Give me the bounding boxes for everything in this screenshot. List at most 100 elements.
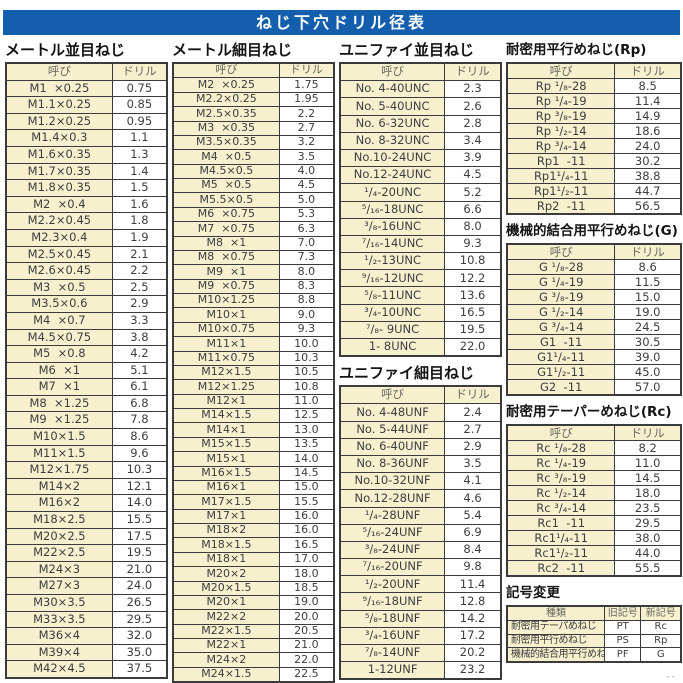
drill-cell: 3.5 [278,149,335,165]
drill-cell: 56.5 [614,198,682,215]
column-header-drill: ドリル [614,424,682,441]
drill-cell: 4.0 [278,163,335,180]
thread-name-cell: ⁷/₁₆-20UNF [339,558,446,577]
drill-cell: 21.0 [111,560,168,579]
table-row: M20×2.5 17.5 [5,527,168,546]
thread-name-cell: ³/₄-16UNF [339,626,446,646]
thread-name-cell: M4.5×0.75 [5,328,113,347]
header-row: 呼び ドリル [5,62,168,81]
thread-name-cell: M10×1.25 [172,292,280,309]
table-row: ¹/₂-13UNC 10.8 [339,252,502,271]
table-row: ⁵/₁₆-24UNF 6.9 [339,523,502,542]
table-row: M33×3.5 29.5 [5,610,168,629]
thread-name-cell: No.12-24UNC [339,166,446,185]
drill-cell: 30.5 [614,334,682,350]
column-header-drill: ドリル [278,62,335,79]
thread-name-cell: Rc ³/₈-19 [506,470,616,486]
header-row: 呼び ドリル [172,62,335,79]
thread-name-cell: M6 ×0.75 [172,206,280,223]
table-row: M3 ×0.5 2.5 [5,278,168,297]
rp-thread-table: 呼び ドリル Rp ¹/₈-28 8.5 Rp ¹/₄-19 11.4 Rp ³/₈-1… [506,62,682,215]
table-row: 1-12UNF 23.2 [339,661,502,680]
old-symbol-cell: PT [603,619,642,635]
drill-cell: 6.9 [444,523,502,542]
thread-name-cell: M6 ×1 [5,361,113,380]
drill-cell: 3.9 [444,148,502,168]
table-row: M30×3.5 26.5 [5,594,168,612]
drill-cell: 10.5 [278,364,335,381]
drill-cell: 16.5 [444,303,502,322]
table-row: M11×1 10.0 [172,336,335,352]
table-row: G ³/₈-19 15.0 [506,289,682,305]
table-row: M14×2 12.1 [5,477,168,496]
drill-cell: 22.0 [444,338,502,357]
thread-name-cell: ⁹/₁₆-12UNC [339,269,446,288]
table-row: M22×2 20.0 [172,609,335,625]
table-row: Rc ³/₄-14 23.5 [506,500,682,516]
table-row: M24×2 22.0 [172,652,335,668]
thread-name-cell: Rp1¹/₄-11 [506,168,616,184]
thread-name-cell: M2.5×0.35 [172,106,280,122]
header-row: 呼び ドリル [339,62,502,82]
drill-cell: 45.0 [614,364,682,380]
thread-name-cell: M1.1×0.25 [5,96,113,114]
drill-cell: 3.8 [111,328,168,347]
drill-cell: 1.8 [111,212,168,230]
thread-name-cell: M33×3.5 [5,610,113,629]
thread-name-cell: M27×3 [5,577,113,595]
table-row: Rp ¹/₄-19 11.4 [506,93,682,109]
thread-name-cell: M7 ×0.75 [172,221,280,237]
drill-cell: 24.0 [111,577,168,595]
table-row: No. 5-44UNF 2.7 [339,420,502,439]
thread-name-cell: M2.5×0.45 [5,245,113,264]
table-row: ⁵/₁₆-18UNC 6.6 [339,200,502,219]
thread-name-cell: Rp ¹/₂-14 [506,123,616,139]
table-row: M11×1.5 9.6 [5,444,168,463]
table-row: G1¹/₂-11 45.0 [506,364,682,380]
thread-name-cell: M5 ×0.5 [172,177,280,194]
table-row: M20×1 19.0 [172,594,335,611]
drill-cell: 12.5 [278,407,335,424]
table-row: 耐密用平行めねじ PS Rp [506,633,682,649]
thread-name-cell: M17×1.5 [172,494,280,510]
drill-cell: 2.3 [444,80,502,99]
thread-name-cell: Rp1 -11 [506,153,616,169]
drill-cell: 35.0 [111,643,168,662]
drill-cell: 4.5 [444,166,502,185]
table-row: ⁵/₈-11UNC 13.6 [339,286,502,305]
thread-name-cell: Rp1¹/₂-11 [506,183,616,199]
thread-name-cell: M9 ×0.75 [172,278,280,295]
cropped-text-fragment: -- [666,672,677,682]
drill-cell: 16.5 [278,537,335,553]
thread-name-cell: M11×0.75 [172,350,280,366]
column-header-name: 呼び [339,385,446,405]
thread-name-cell: No. 4-48UNF [339,403,446,422]
thread-name-cell: ¹/₂-20UNF [339,575,446,594]
section-g-thread: 機械的結合用平行めねじ(G) 呼び ドリル G ¹/₈-28 8.6 G ¹/₄-1… [506,222,682,396]
thread-name-cell: M2.2×0.45 [5,212,113,230]
drill-cell: 7.8 [111,411,168,430]
column-metric-fine: メートル細目ねじ 呼び ドリル M2 ×0.25 1.75 M2.2×0.25 1.9… [172,41,335,683]
drill-cell: 2.4 [444,403,502,422]
table-row: M4 ×0.5 3.5 [172,149,335,165]
drill-cell: 57.0 [614,379,682,396]
thread-name-cell: ³/₄-10UNC [339,303,446,322]
table-row: M8 ×1 7.0 [172,235,335,251]
thread-name-cell: M20×2.5 [5,527,113,546]
thread-name-cell: M14×1.5 [172,407,280,424]
drill-cell: 19.0 [278,594,335,611]
section-unified-fine: ユニファイ細目ねじ 呼び ドリル No. 4-48UNF 2.4 No. 5-44U… [339,364,502,681]
drill-cell: 3.5 [444,454,502,474]
drill-cell: 1.75 [278,77,335,93]
table-row: M14×1 13.0 [172,422,335,438]
table-row: ⁷/₁₆-20UNF 9.8 [339,558,502,577]
thread-name-cell: M3.5×0.6 [5,295,113,313]
thread-name-cell: Rc2 -11 [506,560,616,577]
thread-name-cell: M24×3 [5,560,113,579]
table-row: Rc1¹/₄-11 38.0 [506,530,682,546]
thread-name-cell: M2.3×0.4 [5,228,113,247]
table-row: M9 ×1.25 7.8 [5,411,168,430]
drill-cell: 11.0 [278,393,335,410]
thread-name-cell: ⁵/₈-11UNC [339,286,446,305]
table-row: M14×1.5 12.5 [172,407,335,424]
